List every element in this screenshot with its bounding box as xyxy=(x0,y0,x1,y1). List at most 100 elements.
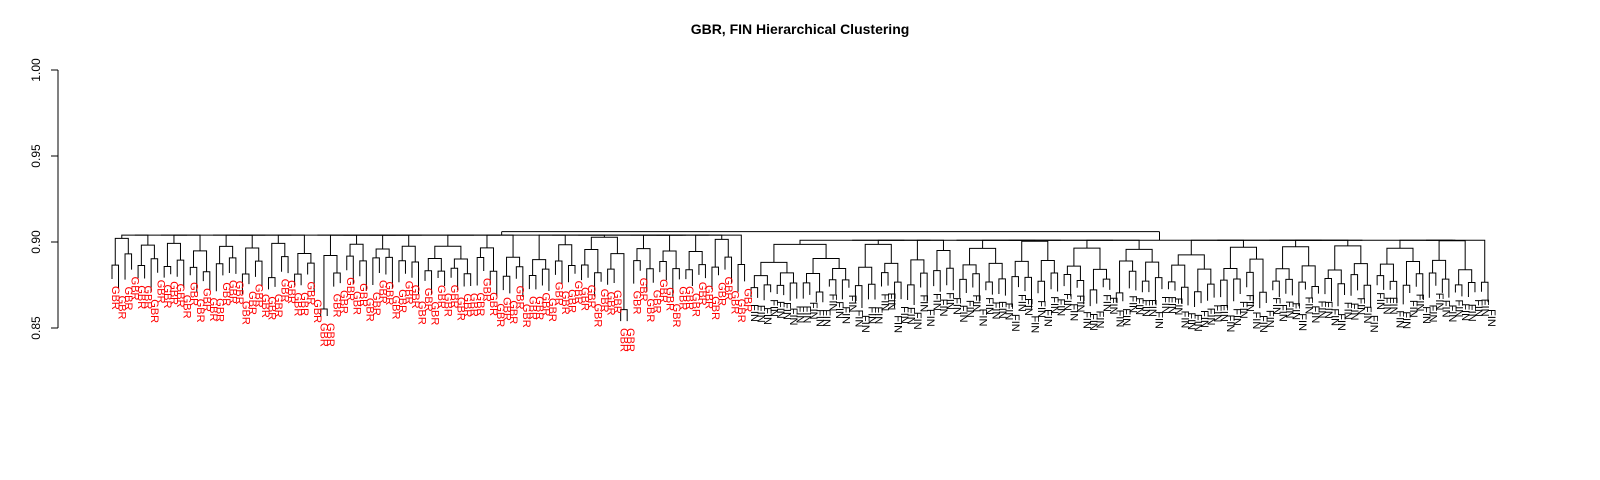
leaf-label: FIN xyxy=(1420,306,1432,324)
leaf-label: FIN xyxy=(1198,310,1210,328)
leaf-label: FIN xyxy=(1133,297,1145,315)
leaf-label: GBR xyxy=(298,292,310,316)
leaf-label: GBR xyxy=(722,277,734,301)
leaf-label: GBR xyxy=(226,280,238,304)
branch xyxy=(434,245,462,260)
branch xyxy=(695,234,723,252)
branch xyxy=(858,266,873,286)
leaf-label: FIN xyxy=(1178,311,1190,329)
leaf-label: FIN xyxy=(1381,297,1393,315)
branch xyxy=(1037,280,1046,303)
leaf-label: FIN xyxy=(963,300,975,318)
branch xyxy=(864,243,892,268)
leaf-label: FIN xyxy=(1394,310,1406,328)
branch xyxy=(685,269,693,287)
leaf-label: GBR xyxy=(559,291,571,315)
leaf-label: FIN xyxy=(1433,293,1445,311)
branch xyxy=(763,284,772,301)
branch xyxy=(307,262,315,293)
branch xyxy=(502,275,511,294)
leaf-label: FIN xyxy=(898,306,910,324)
branch xyxy=(1376,275,1385,290)
branch xyxy=(1128,270,1137,291)
leaf-label: FIN xyxy=(924,309,936,327)
leaf-label: FIN xyxy=(1218,304,1230,322)
leaf-label: FIN xyxy=(1081,311,1093,329)
branch xyxy=(1125,248,1153,263)
leaf-label: GBR xyxy=(631,291,643,315)
leaf-label: FIN xyxy=(761,307,773,325)
branch xyxy=(789,282,798,301)
y-tick-label: 0.85 xyxy=(29,316,43,340)
leaf-label: FIN xyxy=(1165,296,1177,314)
branch xyxy=(1171,264,1186,288)
branch xyxy=(1298,281,1306,307)
leaf-label: GBR xyxy=(481,278,493,302)
branch xyxy=(528,275,537,290)
leaf-label: GBR xyxy=(259,294,271,318)
leaf-label: GBR xyxy=(168,281,180,305)
leaf-label: GBR xyxy=(663,287,675,311)
branch xyxy=(1092,268,1107,290)
leaf-label: FIN xyxy=(879,294,891,312)
leaf-label: FIN xyxy=(885,293,897,311)
branch xyxy=(1197,268,1212,292)
leaf-label: GBR xyxy=(129,277,141,301)
branch xyxy=(437,270,446,287)
leaf-label: GBR xyxy=(155,280,167,304)
branch xyxy=(841,279,850,300)
branch xyxy=(1426,239,1486,283)
leaf-label: FIN xyxy=(944,292,956,310)
branch xyxy=(620,309,628,322)
branch xyxy=(111,264,120,289)
leaf-label: GBR xyxy=(657,279,669,303)
leaf-label: FIN xyxy=(1250,312,1262,330)
leaf-label: FIN xyxy=(1452,300,1464,318)
leaf-label: FIN xyxy=(1120,308,1132,326)
leaf-label: GBR xyxy=(246,291,258,315)
leaf-label: FIN xyxy=(1002,303,1014,321)
leaf-label: GBR xyxy=(324,323,336,347)
branch xyxy=(329,234,358,256)
branch xyxy=(1223,268,1238,281)
leaf-label: FIN xyxy=(918,294,930,312)
y-tick-label: 1.00 xyxy=(29,58,43,82)
leaf-label: FIN xyxy=(1015,294,1027,312)
leaf-label: GBR xyxy=(122,287,134,311)
leaf-label: FIN xyxy=(1446,305,1458,323)
branch xyxy=(202,271,211,291)
leaf-label: FIN xyxy=(755,305,767,323)
leaf-label: FIN xyxy=(1139,299,1151,317)
leaf-label: FIN xyxy=(1146,299,1158,317)
leaf-label: GBR xyxy=(187,282,199,306)
branch xyxy=(1350,274,1359,296)
leaf-label: FIN xyxy=(865,306,877,324)
leaf-label: FIN xyxy=(1413,294,1425,312)
leaf-label: GBR xyxy=(735,299,747,323)
leaf-label: GBR xyxy=(389,296,401,320)
branch xyxy=(1167,281,1176,291)
leaf-label: GBR xyxy=(161,285,173,309)
branch xyxy=(750,287,759,298)
branch xyxy=(1141,280,1150,293)
leaf-label: FIN xyxy=(1328,308,1340,326)
leaf-label: GBR xyxy=(135,285,147,309)
leaf-label: FIN xyxy=(983,297,995,315)
leaf-label: FIN xyxy=(1270,297,1282,315)
leaf-label: GBR xyxy=(487,292,499,316)
leaf-label: FIN xyxy=(1335,313,1347,331)
branch xyxy=(753,275,768,288)
branch xyxy=(714,238,729,268)
branch xyxy=(881,272,889,287)
branch xyxy=(1145,261,1160,282)
branch xyxy=(985,281,993,295)
leaf-label: FIN xyxy=(1087,313,1099,331)
leaf-label: FIN xyxy=(1074,295,1086,313)
leaf-label: FIN xyxy=(820,309,832,327)
leaf-label: GBR xyxy=(279,279,291,303)
branch xyxy=(688,250,703,270)
leaf-label: GBR xyxy=(285,280,297,304)
leaf-label: FIN xyxy=(1029,315,1041,333)
branch xyxy=(672,268,680,297)
